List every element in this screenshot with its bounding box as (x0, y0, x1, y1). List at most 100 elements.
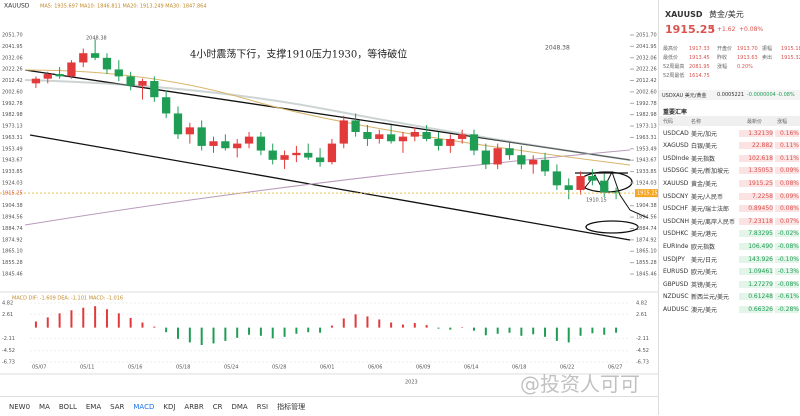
row: NZDUSC 新西兰元/美元 0.61248 -0.61% (659, 291, 800, 303)
y-tick-label: 1933.85 (2, 169, 23, 175)
y-tick-label: 1973.13 (636, 124, 657, 130)
ma-line (24, 149, 631, 226)
y-tick-label: 1904.38 (2, 203, 23, 209)
candle-body (304, 152, 313, 158)
cell-name: 美元/新加坡元 (691, 168, 730, 176)
tab[interactable]: NEW0 (9, 402, 31, 411)
tab[interactable]: DMA (231, 402, 248, 411)
y-tick-label: 2032.06 (2, 55, 23, 61)
inverse-quote: -0.0000004 (747, 92, 776, 98)
candle-body (55, 74, 64, 77)
year-label: 2023 (405, 380, 418, 386)
row: USDJPY 美元/日元 143.926 -0.10% (659, 253, 800, 265)
cell-price: 0.89450 (739, 205, 773, 213)
candle-body (386, 134, 396, 142)
cell-code: USDCNH (663, 217, 690, 225)
last-price-label: 1915.25 (2, 191, 23, 197)
tab[interactable]: EMA (85, 402, 102, 411)
tab[interactable]: RSI (256, 402, 269, 411)
low-label: 1910.15 (586, 198, 607, 204)
y-tick-label: 1845.46 (636, 272, 657, 278)
cell-price: 1.27279 (739, 280, 773, 288)
tab[interactable]: CR (212, 402, 223, 411)
field-label: 涨幅 (717, 64, 728, 70)
cell-price: 22.882 (739, 142, 773, 150)
tab[interactable]: MACD (133, 402, 155, 411)
quote-arrow: ↑ (709, 24, 716, 34)
row: 重要汇率 (659, 106, 800, 116)
cell-price: 106.490 (739, 242, 773, 250)
y-tick-label: 1963.31 (636, 135, 657, 141)
cell-name: 美元/人民币 (691, 193, 724, 201)
y-tick-label: 2041.95 (2, 44, 23, 50)
cell-code: XAUUSD (663, 179, 689, 187)
cell-price: 0.61248 (739, 293, 773, 301)
row: 52周最低 1614.75 (659, 71, 800, 80)
y-tick-label: 1982.98 (636, 112, 657, 118)
candle-body (138, 81, 147, 86)
y-tick-label: 1963.31 (2, 135, 23, 141)
tab[interactable]: KDJ (163, 402, 176, 411)
cell-name: 美元/港元 (691, 231, 718, 239)
cell-name: 欧元/美元 (691, 269, 718, 277)
candle-body (221, 141, 230, 149)
cell-change: 0.08% (775, 179, 799, 187)
candle-body (256, 136, 266, 151)
row: 1915.25 ↑ +1.62 +0.08% (659, 22, 800, 36)
quote-panel: XAUUSD 黄金/美元 1915.25 ↑ +1.62 +0.08% 最高价 1917.33… (658, 0, 800, 415)
tab[interactable]: BOLL (58, 402, 77, 411)
watermark: @投资人可可 (520, 372, 640, 396)
y-tick-label: 1855.28 (2, 260, 23, 266)
tab[interactable]: SAR (110, 402, 125, 411)
y-tick-label: 1874.92 (2, 237, 23, 243)
y-tick-label: 2051.70 (636, 33, 657, 39)
candle-body (280, 155, 289, 160)
quote-name: 黄金/美元 (709, 9, 744, 19)
cell-price: 1915.25 (739, 179, 773, 187)
row: USDCHF 美元/瑞士法郎 0.89450 0.08% (659, 203, 800, 215)
cell-change: -0.13% (775, 268, 799, 276)
candle-body (126, 76, 135, 86)
column-header: 名称 (691, 118, 702, 125)
candle-body (209, 141, 218, 146)
candle-body (588, 176, 597, 181)
y-tick-label: 1904.38 (636, 203, 657, 209)
tab[interactable]: 指标管理 (277, 402, 306, 411)
field-value: 0.20% (737, 63, 753, 70)
y-tick-label: -4.52 (2, 348, 15, 354)
cell-code: USDCAD (663, 129, 689, 137)
candle-body (268, 150, 277, 160)
cell-code: USDCNY (663, 192, 689, 200)
field-value: 1915.32 (781, 54, 800, 61)
tab[interactable]: ARBR (184, 402, 204, 411)
field-value: 2081.95 (689, 63, 710, 70)
y-tick-label: -6.73 (636, 359, 649, 365)
row: USDInde 美元指数 102.618 0.11% (659, 152, 800, 164)
candle-body (517, 155, 526, 165)
cell-price: 1.09461 (739, 268, 773, 276)
field-value: 1614.75 (689, 72, 710, 79)
field-label: 52周最高 (663, 64, 685, 70)
high-label: 2048.38 (86, 36, 107, 42)
cell-price: 0.66326 (739, 305, 773, 313)
y-tick-label: 2012.42 (2, 78, 23, 84)
row: 最低价 1913.45 昨收 1913.63 卖出 1915.32 (659, 53, 800, 62)
x-tick-label: 05/11 (80, 365, 94, 371)
y-tick-label: 1992.78 (2, 101, 23, 107)
candle-body (422, 132, 431, 139)
cell-change: 0.11% (775, 154, 799, 162)
field-value: 1915.18 (781, 45, 800, 52)
candle-body (292, 152, 301, 156)
cell-change: 0.16% (775, 129, 799, 137)
cell-code: USDHKC (663, 230, 689, 238)
field-label: 52周最低 (663, 73, 685, 79)
indicator-tabs: NEW0 MA BOLL EMA SAR MACD KDJ ARBR CR DMA RSI 指标管理 (0, 396, 658, 416)
y-tick-label: 2.61 (2, 312, 13, 318)
candle-body (233, 143, 242, 149)
cell-name: 美元/离岸人民币 (691, 218, 736, 226)
column-header: 涨幅 (777, 118, 788, 125)
field-value: 1913.70 (737, 45, 758, 52)
candle-body (315, 157, 325, 163)
circle (585, 220, 639, 234)
tab[interactable]: MA (39, 402, 50, 411)
